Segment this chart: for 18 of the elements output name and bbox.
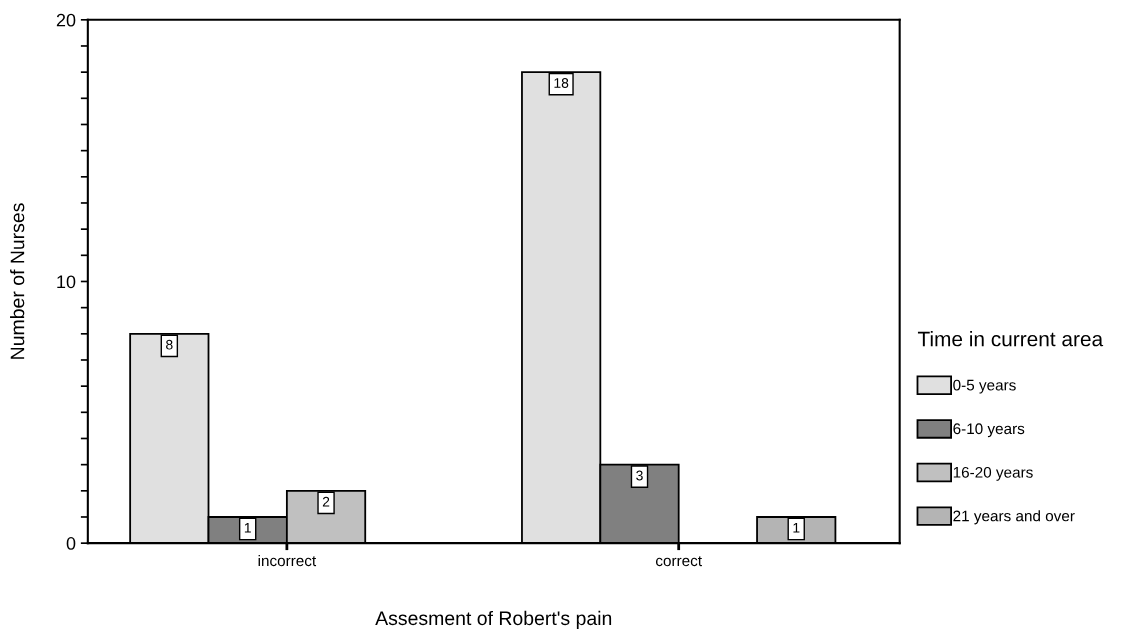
data-label: 1 bbox=[793, 523, 800, 533]
data-label: 1 bbox=[244, 523, 251, 533]
legend-label: 21 years and over bbox=[953, 510, 1075, 525]
x-tick-label: incorrect bbox=[258, 554, 317, 567]
data-label: 18 bbox=[554, 78, 569, 88]
y-tick-label: 10 bbox=[57, 275, 76, 289]
legend-label: 6-10 years bbox=[953, 423, 1025, 438]
data-label: 2 bbox=[322, 496, 330, 507]
legend-label: 16-20 years bbox=[953, 466, 1033, 481]
legend-title: Time in current area bbox=[917, 331, 1104, 347]
y-tick-label: 0 bbox=[66, 537, 76, 550]
data-label: 8 bbox=[166, 339, 173, 350]
x-axis-title: Assesment of Robert's pain bbox=[375, 610, 612, 629]
y-tick-label: 20 bbox=[56, 13, 76, 27]
y-axis-title: Number of Nurses bbox=[10, 203, 25, 359]
data-label: 3 bbox=[636, 470, 643, 481]
legend-label: 0-5 years bbox=[953, 379, 1016, 394]
x-tick-label: correct bbox=[655, 556, 702, 567]
